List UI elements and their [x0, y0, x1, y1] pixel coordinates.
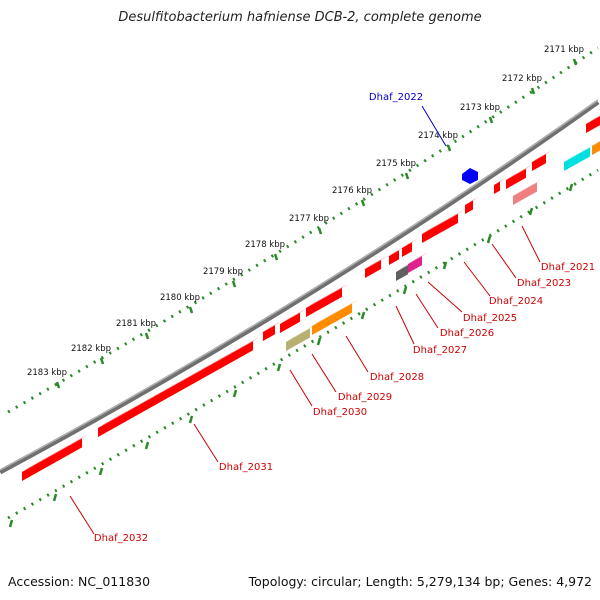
kbp-tick-label: 2172 kbp: [502, 74, 542, 84]
kbp-tick-mark: [446, 144, 452, 152]
kbp-tick-label: 2181 kbp: [116, 319, 156, 329]
gene-block-orange[interactable]: [592, 136, 600, 155]
gene-label-dhaf-2027[interactable]: Dhaf_2027: [413, 345, 467, 356]
kbp-tick-label: 2178 kbp: [245, 240, 285, 250]
kbp-tick-mark: [144, 332, 150, 340]
gene-label-leader: [69, 495, 95, 535]
gene-label-dhaf-2021[interactable]: Dhaf_2021: [541, 262, 595, 273]
kbp-tick-mark: [188, 306, 194, 314]
gene-block-dhaf-2021[interactable]: [513, 178, 543, 205]
kbp-tick-mark: [530, 87, 536, 95]
gene-label-dhaf-2022[interactable]: Dhaf_2022: [369, 92, 423, 103]
gene-block-small[interactable]: [532, 150, 552, 171]
kbp-tick-mark: [55, 381, 61, 389]
kbp-tick-label: 2179 kbp: [203, 267, 243, 277]
kbp-tick-label: 2171 kbp: [544, 45, 584, 55]
inner-tick-mark: [52, 493, 58, 502]
gene-label-leader: [491, 243, 517, 279]
gene-block-small[interactable]: [586, 112, 600, 133]
kbp-tick-mark: [99, 357, 105, 365]
kbp-ticks: 2171 kbp 2172 kbp 2173 kbp 2174 kbp 2175 kbp…: [8, 45, 584, 528]
gene-block[interactable]: [422, 209, 464, 243]
kbp-tick-mark: [231, 280, 237, 288]
gene-features: [22, 112, 600, 481]
gene-block[interactable]: [506, 164, 532, 189]
outer-ruler: [7, 46, 599, 414]
gene-block-small[interactable]: [389, 246, 405, 265]
gene-label-dhaf-2030[interactable]: Dhaf_2030: [313, 407, 367, 418]
gene-block-small[interactable]: [494, 177, 506, 194]
gene-label-dhaf-2025[interactable]: Dhaf_2025: [463, 313, 517, 324]
gene-label-leader: [427, 281, 463, 313]
inner-tick-mark: [232, 389, 238, 398]
kbp-tick-label: 2173 kbp: [460, 103, 500, 113]
genome-backbone: [0, 99, 600, 475]
inner-tick-mark: [402, 286, 408, 295]
inner-tick-mark: [442, 261, 448, 270]
inner-tick-mark: [486, 235, 492, 244]
gene-label-leader: [421, 105, 447, 147]
kbp-tick-label: 2176 kbp: [332, 186, 372, 196]
gene-label-leader: [193, 423, 219, 463]
gene-label-leader: [395, 305, 415, 345]
gene-block-dhaf-2029[interactable]: [286, 324, 316, 351]
gene-label-leader: [521, 225, 541, 263]
gene-block-dhaf-2032[interactable]: [22, 434, 88, 481]
inner-tick-mark: [188, 415, 194, 424]
gene-label-leader: [311, 353, 337, 393]
gene-label-dhaf-2024[interactable]: Dhaf_2024: [489, 296, 543, 307]
map-title: Desulfitobacterium hafniense DCB-2, comp…: [118, 10, 482, 25]
gene-block-small[interactable]: [365, 256, 387, 278]
gene-block-small[interactable]: [280, 308, 306, 333]
gene-label-leader: [415, 293, 439, 329]
gene-label-dhaf-2028[interactable]: Dhaf_2028: [370, 372, 424, 383]
kbp-tick-label: 2174 kbp: [418, 131, 458, 141]
gene-label-leader: [289, 369, 313, 407]
gene-label-dhaf-2026[interactable]: Dhaf_2026: [440, 328, 494, 339]
gene-label-dhaf-2032[interactable]: Dhaf_2032: [94, 533, 148, 544]
kbp-tick-label: 2175 kbp: [376, 159, 416, 169]
accession-text: Accession: NC_011830: [8, 574, 151, 589]
gene-label-dhaf-2031[interactable]: Dhaf_2031: [219, 462, 273, 473]
inner-tick-mark: [528, 207, 534, 216]
kbp-tick-mark: [404, 172, 410, 180]
gene-block-dhaf-2031[interactable]: [98, 337, 259, 437]
gene-block-dhaf-2022-selected[interactable]: [462, 168, 478, 184]
gene-block-dhaf-2025[interactable]: [408, 252, 428, 273]
inner-tick-mark: [98, 467, 104, 476]
gene-label-dhaf-2023[interactable]: Dhaf_2023: [517, 278, 571, 289]
kbp-tick-mark: [273, 253, 279, 261]
gene-block[interactable]: [306, 283, 348, 317]
inner-tick-mark: [360, 311, 366, 320]
kbp-tick-label: 2180 kbp: [160, 293, 200, 303]
inner-tick-mark: [144, 441, 150, 450]
gene-label-dhaf-2029[interactable]: Dhaf_2029: [338, 392, 392, 403]
gene-block-small[interactable]: [402, 238, 418, 257]
genome-summary-text: Topology: circular; Length: 5,279,134 bp…: [248, 574, 592, 589]
gene-labels: Dhaf_2022 Dhaf_2021 Dhaf_2023 Dhaf_2024 Dhaf…: [69, 92, 595, 544]
inner-tick-mark: [316, 337, 322, 346]
gene-label-leader: [345, 335, 369, 373]
kbp-tick-mark: [488, 116, 494, 124]
gene-block-small[interactable]: [263, 321, 281, 341]
gene-label-leader: [463, 261, 491, 297]
kbp-tick-mark: [317, 227, 323, 235]
kbp-tick-mark: [572, 58, 578, 66]
kbp-tick-mark: [360, 199, 366, 207]
kbp-tick-label: 2177 kbp: [289, 214, 329, 224]
inner-tick-mark: [276, 363, 282, 372]
kbp-tick-label: 2182 kbp: [71, 344, 111, 354]
gene-block-small[interactable]: [465, 196, 479, 214]
gene-block-dhaf-2028[interactable]: [312, 299, 358, 335]
kbp-tick-label: 2183 kbp: [27, 368, 67, 378]
inner-tick-mark: [568, 183, 574, 192]
inner-tick-mark: [8, 519, 14, 528]
gene-block-cyan[interactable]: [564, 143, 596, 171]
